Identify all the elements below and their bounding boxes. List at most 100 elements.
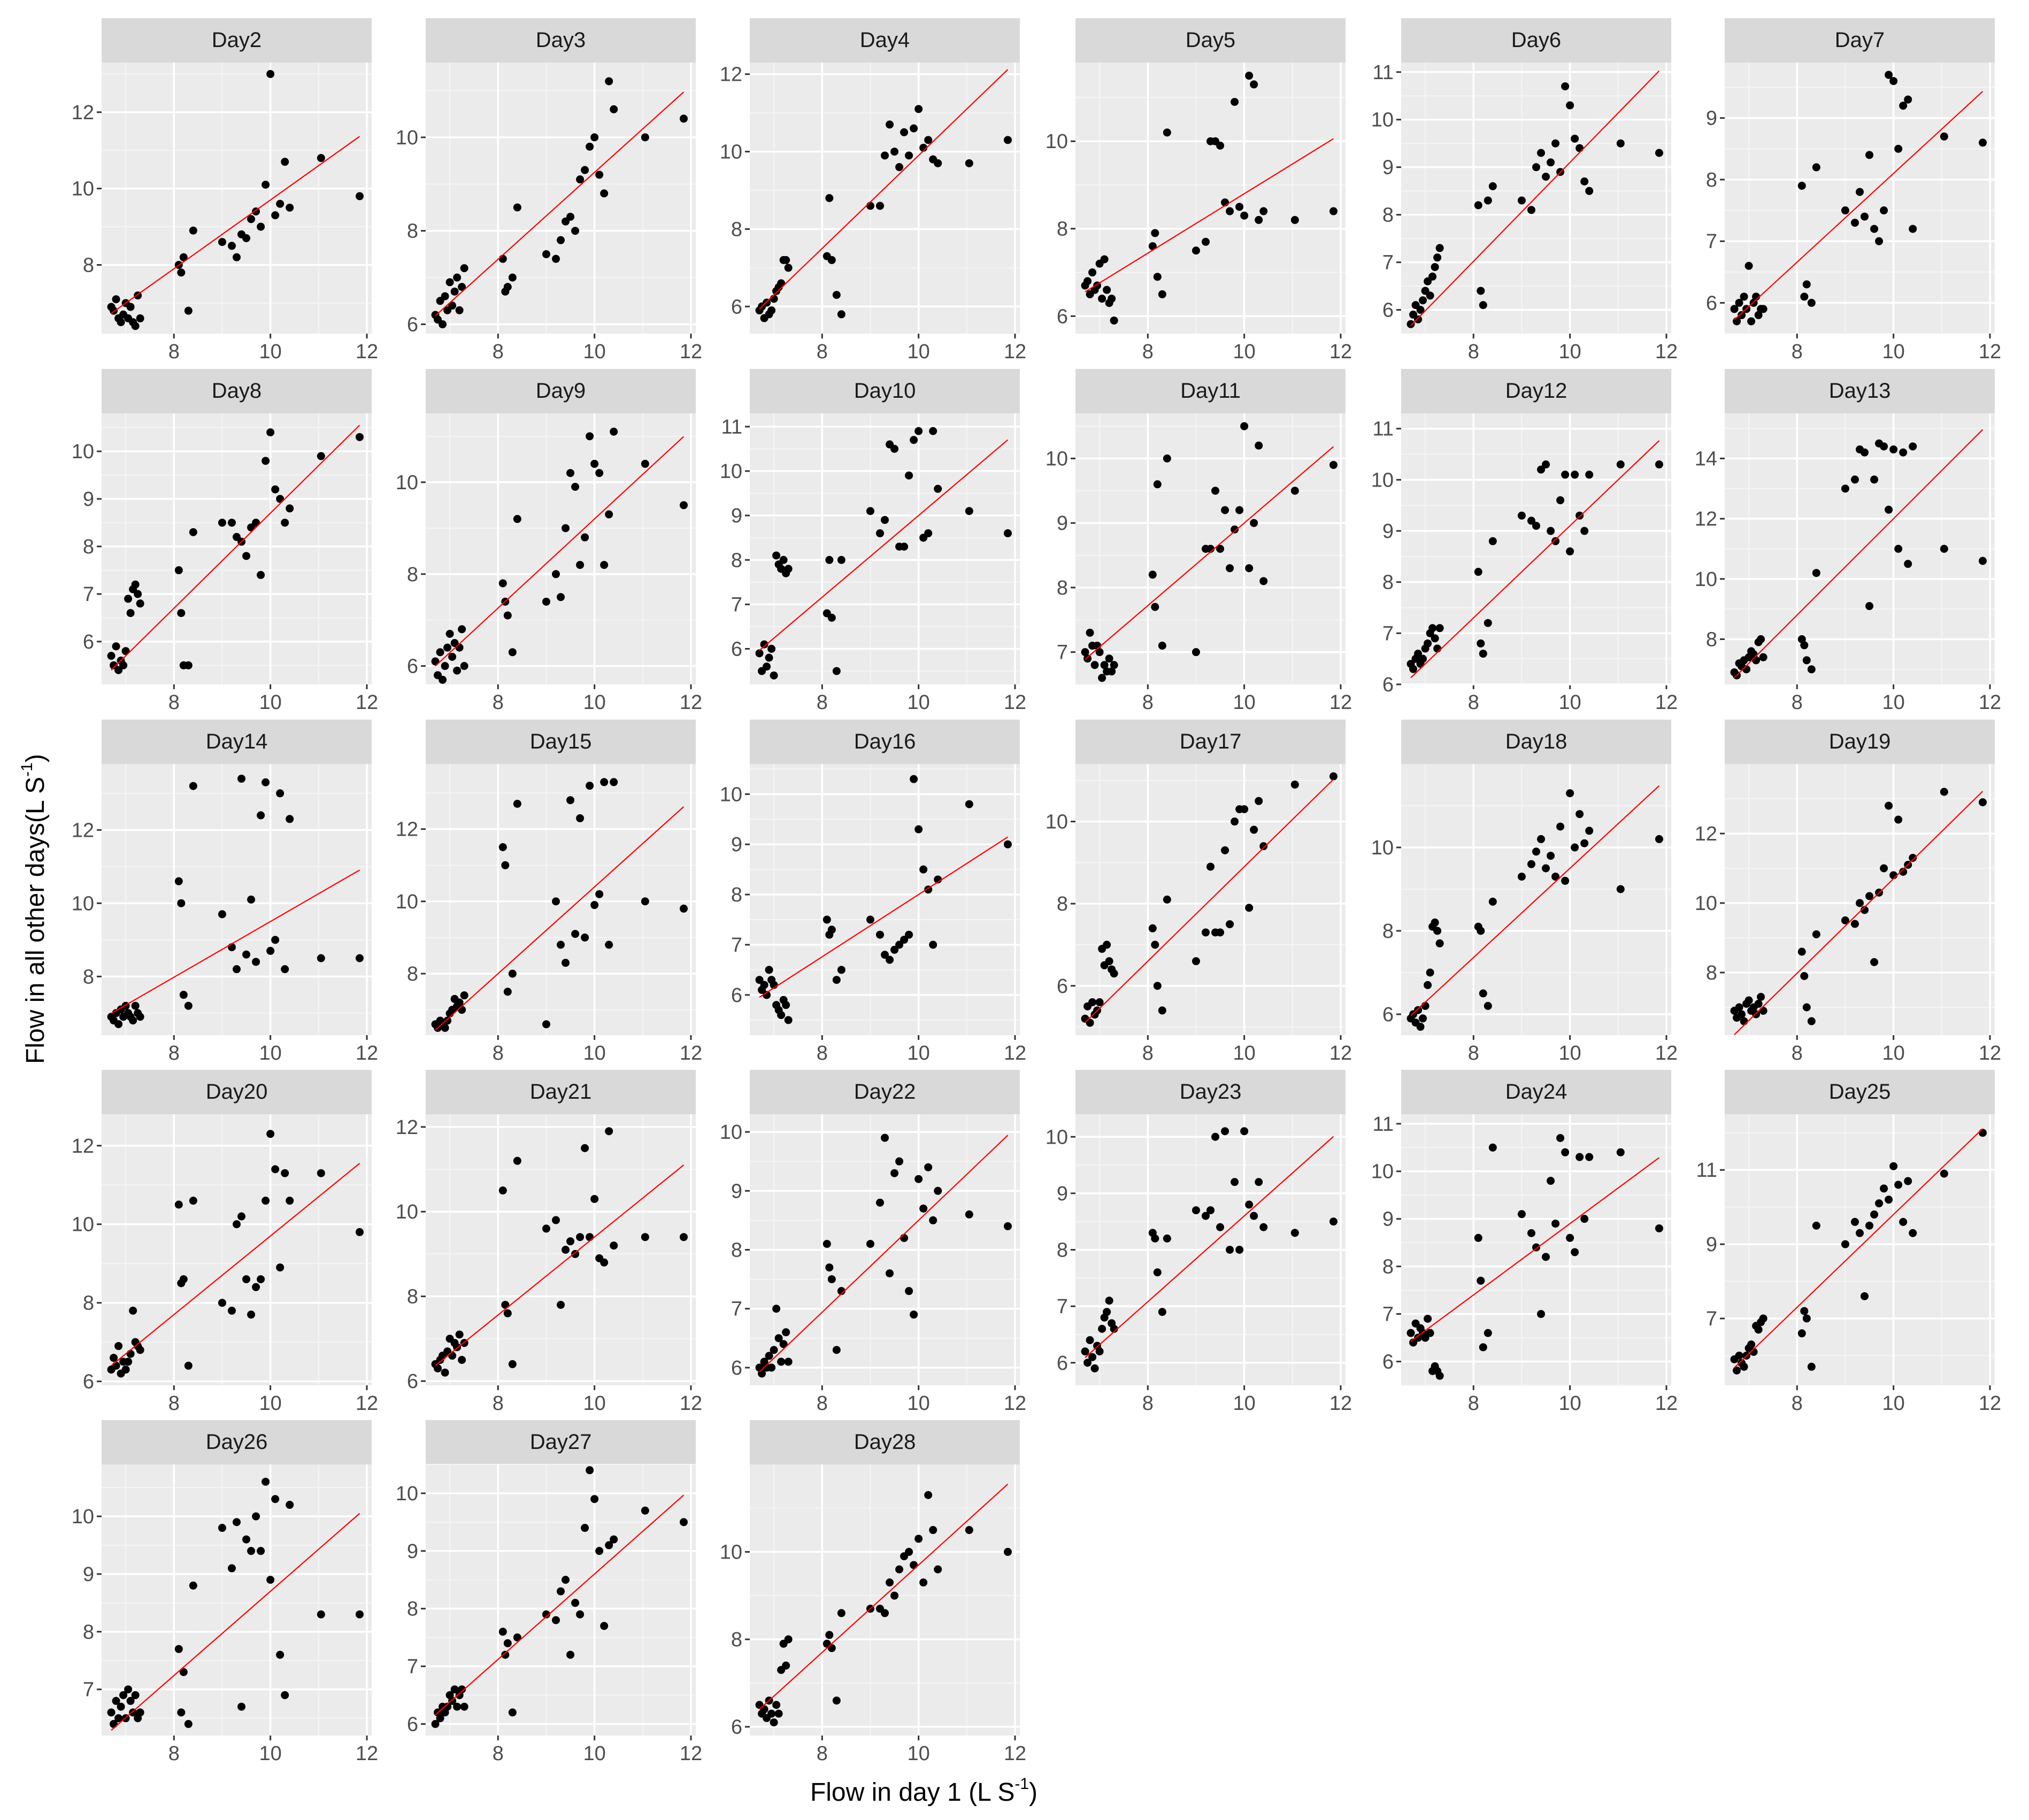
data-point — [767, 1709, 776, 1718]
y-tick-label: 9 — [1382, 520, 1394, 543]
data-point — [919, 1204, 928, 1213]
data-point — [1235, 203, 1244, 211]
facet-strip-label: Day6 — [1511, 28, 1561, 52]
data-point — [1081, 648, 1089, 657]
data-point — [355, 192, 364, 200]
data-point — [1426, 968, 1434, 977]
facet-strip-label: Day12 — [1505, 379, 1567, 403]
data-point — [890, 1591, 899, 1600]
data-point — [1527, 1229, 1535, 1237]
facet-panel-day6: Day6 8 10 12 6 7 8 9 10 11 — [1371, 18, 1678, 363]
regression-line — [759, 1135, 1009, 1372]
data-point — [929, 1216, 937, 1224]
data-point — [600, 778, 609, 786]
data-point — [262, 1197, 270, 1205]
data-point — [1231, 525, 1239, 534]
data-point — [782, 256, 790, 264]
facet-panel-day24: Day24 8 10 12 6 7 8 9 10 11 — [1371, 1070, 1678, 1415]
data-point — [317, 954, 325, 962]
data-point — [1571, 843, 1579, 852]
data-point — [1978, 1129, 1987, 1137]
data-point — [1747, 317, 1756, 326]
facet-strip-label: Day3 — [536, 28, 586, 52]
data-point — [136, 1346, 144, 1354]
data-point — [1812, 1221, 1820, 1230]
y-tick-label: 7 — [1706, 1308, 1717, 1330]
data-point — [1435, 624, 1444, 633]
data-point — [179, 253, 188, 261]
data-point — [881, 951, 889, 959]
data-point — [1566, 1233, 1574, 1242]
data-point — [1580, 177, 1589, 186]
data-point — [1880, 442, 1888, 451]
data-point — [1474, 1233, 1482, 1242]
data-point — [1290, 780, 1299, 789]
data-point — [1875, 1199, 1884, 1208]
regression-line — [1410, 70, 1660, 326]
data-point — [121, 1366, 130, 1374]
facet-strip-label: Day28 — [854, 1430, 916, 1454]
data-point — [832, 667, 841, 675]
data-point — [1153, 480, 1162, 489]
data-point — [924, 1163, 933, 1171]
data-point — [1575, 511, 1584, 520]
y-tick-label: 8 — [83, 1292, 94, 1315]
x-tick-label: 8 — [817, 1042, 828, 1065]
data-point — [286, 1197, 294, 1205]
data-point — [1841, 206, 1849, 215]
data-point — [1904, 95, 1912, 104]
data-point — [1221, 846, 1229, 854]
data-point — [1532, 521, 1540, 530]
data-layer — [1407, 440, 1663, 678]
data-point — [1108, 295, 1116, 303]
x-tick-label: 8 — [168, 1392, 180, 1415]
data-point — [827, 256, 836, 264]
data-point — [1192, 246, 1200, 255]
data-point — [503, 1639, 512, 1647]
y-axis-title-label: Flow in all other days — [21, 823, 50, 1064]
data-point — [1754, 311, 1763, 319]
facet-strip-label: Day7 — [1835, 28, 1885, 52]
data-point — [1153, 1268, 1162, 1277]
facet-strip — [1401, 1070, 1671, 1114]
data-point — [136, 314, 144, 322]
y-tick-label: 7 — [83, 583, 94, 606]
data-point — [679, 501, 688, 510]
x-axis-title-unit-sup: -1 — [1015, 1775, 1029, 1793]
y-tick-label: 10 — [396, 1483, 418, 1505]
data-point — [1419, 1014, 1427, 1023]
y-tick-label: 8 — [1706, 169, 1717, 191]
data-point — [1733, 1366, 1741, 1375]
data-point — [218, 1299, 226, 1307]
data-point — [271, 485, 280, 493]
facet-strip — [426, 18, 696, 63]
data-point — [1735, 1003, 1743, 1012]
data-point — [1148, 242, 1157, 250]
x-tick-label: 12 — [680, 691, 702, 714]
data-point — [1479, 989, 1487, 998]
data-point — [1488, 1143, 1497, 1152]
y-tick-label: 9 — [407, 1540, 418, 1563]
data-point — [827, 1644, 836, 1652]
data-point — [914, 825, 923, 834]
facet-strip — [426, 1420, 696, 1464]
data-point — [557, 1300, 565, 1309]
data-point — [610, 778, 618, 786]
data-point — [1740, 292, 1748, 301]
y-tick-label: 9 — [731, 1180, 742, 1202]
data-point — [782, 1001, 790, 1009]
data-point — [1484, 196, 1492, 205]
data-point — [557, 1587, 565, 1595]
data-point — [218, 1524, 226, 1532]
data-point — [1329, 1217, 1338, 1226]
facet-panel-day27: Day27 8 10 12 6 7 8 9 10 — [396, 1420, 702, 1765]
data-point — [129, 1016, 137, 1025]
data-point — [1083, 654, 1092, 663]
plot-panel-background — [102, 63, 372, 334]
y-tick-label: 8 — [1382, 1256, 1394, 1278]
data-point — [1231, 1178, 1239, 1186]
x-tick-label: 12 — [1655, 1392, 1678, 1415]
data-point — [1245, 904, 1254, 912]
data-point — [262, 457, 270, 465]
data-point — [218, 519, 226, 527]
